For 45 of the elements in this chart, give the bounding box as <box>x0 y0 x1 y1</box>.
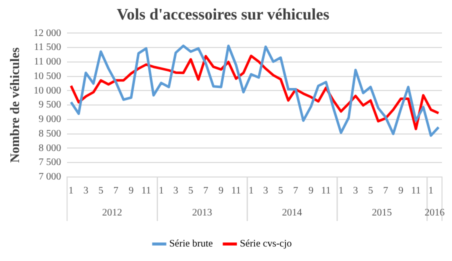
x-tick-label: 3 <box>353 186 358 197</box>
x-tick-label: 1 <box>68 186 74 197</box>
x-tick-label: 11 <box>141 186 151 197</box>
x-tick-label: 3 <box>173 186 178 197</box>
y-tick-label: 10 500 <box>34 70 62 82</box>
x-tick-label: 1 <box>338 186 344 197</box>
x2-tick-label: 2016 <box>424 208 445 219</box>
x-tick-label: 5 <box>368 186 374 197</box>
x-tick-label: 7 <box>383 186 388 197</box>
y-axis-title: Nombre de véhicules <box>7 47 22 163</box>
x-tick-label: 11 <box>231 186 241 197</box>
x2-tick-label: 2014 <box>282 208 302 219</box>
x-tick-label: 7 <box>203 186 208 197</box>
x-tick-label: 3 <box>263 186 268 197</box>
legend-label: Série brute <box>169 238 214 250</box>
y-tick-label: 8 500 <box>38 128 62 140</box>
y-tick-label: 7 000 <box>38 172 62 183</box>
x2-tick-label: 2013 <box>192 208 212 219</box>
y-tick-label: 9 500 <box>38 100 62 111</box>
x-tick-label: 11 <box>411 186 421 197</box>
x-tick-label: 9 <box>128 186 134 197</box>
x-tick-label: 5 <box>188 186 194 197</box>
x-tick-label: 5 <box>278 186 284 197</box>
y-tick-label: 11 000 <box>34 56 62 68</box>
x-tick-label: 9 <box>218 186 224 197</box>
x-tick-label: 3 <box>83 186 88 197</box>
x-tick-label: 7 <box>293 186 298 197</box>
x-tick-label: 7 <box>113 186 118 197</box>
y-tick-label: 11 500 <box>34 42 62 54</box>
x-tick-label: 5 <box>98 186 104 197</box>
y-tick-label: 10 000 <box>34 85 62 96</box>
y-tick-label: 12 000 <box>34 28 62 39</box>
y-tick-label: 8 000 <box>38 142 62 154</box>
x-tick-label: 1 <box>248 186 254 197</box>
x-tick-label: 1 <box>428 186 434 197</box>
y-tick-label: 9 000 <box>38 114 62 126</box>
x-tick-label: 9 <box>308 186 314 197</box>
x2-tick-label: 2012 <box>102 208 122 219</box>
x-tick-label: 11 <box>321 186 331 197</box>
x2-tick-label: 2015 <box>372 208 392 219</box>
x-tick-label: 1 <box>158 186 164 197</box>
y-tick-label: 7 500 <box>38 157 62 168</box>
chart-title: Vols d'accessoires sur véhicules <box>116 6 330 24</box>
x-tick-label: 9 <box>398 186 404 197</box>
legend-label: Série cvs-cjo <box>240 238 292 250</box>
